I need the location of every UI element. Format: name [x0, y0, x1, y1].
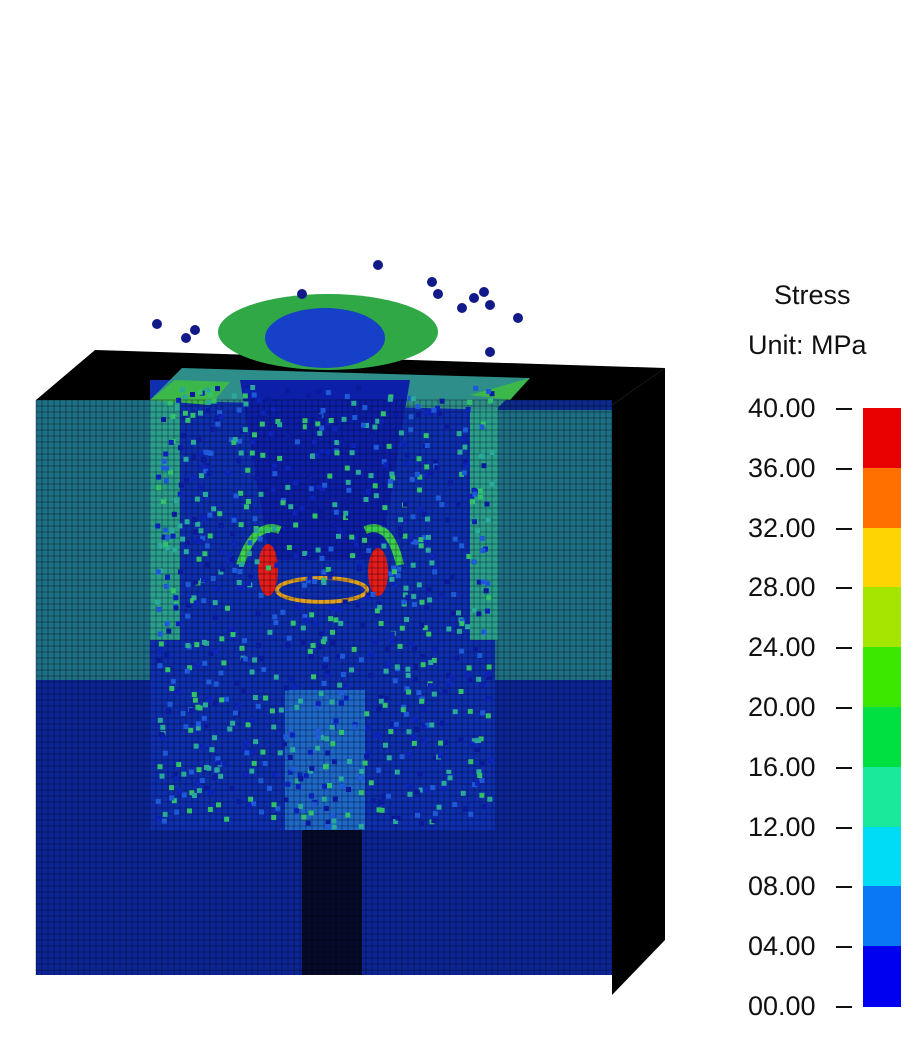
green-arc-right — [363, 524, 404, 566]
legend-tick-mark — [836, 527, 852, 530]
colorbar-band — [863, 467, 901, 529]
legend-tick-label: 28.00 — [748, 572, 816, 603]
colorbar-band — [863, 946, 901, 1007]
top-plate-green-right — [470, 378, 530, 400]
left-side-panel — [36, 400, 154, 680]
legend-tick-mark — [836, 647, 852, 650]
legend-tick-mark — [836, 826, 852, 829]
legend-tick-label: 32.00 — [748, 512, 816, 543]
legend-tick-label: 04.00 — [748, 931, 816, 962]
projectile-dome-core — [265, 308, 385, 368]
colorbar-band — [863, 647, 901, 708]
legend-tick-label: 08.00 — [748, 871, 816, 902]
legend-tick-label: 16.00 — [748, 751, 816, 782]
right-side-panel — [495, 410, 612, 680]
legend-tick-mark — [836, 886, 852, 889]
legend-tick-mark — [836, 467, 852, 470]
legend-tick-mark — [836, 766, 852, 769]
legend-tick-mark — [836, 1006, 852, 1008]
colorbar-band — [863, 766, 901, 828]
mesh-grid — [35, 399, 613, 975]
colorbar-band — [863, 826, 901, 888]
bottom-channel — [302, 830, 362, 975]
stress-hotspot-right — [368, 548, 388, 596]
colorbar-band — [863, 408, 901, 469]
legend-tick-label: 20.00 — [748, 692, 816, 722]
colorbar-band — [863, 886, 901, 948]
legend-tick-label: 36.00 — [748, 452, 816, 483]
legend-tick-label: 40.00 — [748, 393, 816, 423]
colorbar-band — [863, 527, 901, 589]
legend-tick-mark — [836, 587, 852, 590]
debris-particles — [152, 260, 523, 830]
legend-tick-mark — [836, 946, 852, 949]
stress-hotspot-ring — [275, 576, 369, 604]
colorbar-band — [863, 587, 901, 649]
block-right-face — [612, 368, 665, 995]
legend-tick-label: 00.00 — [748, 991, 816, 1021]
legend-title: Stress — [774, 280, 851, 310]
legend-tick-label: 24.00 — [748, 632, 816, 663]
legend-unit: Unit: MPa — [748, 330, 867, 360]
legend-tick-label: 12.00 — [748, 811, 816, 842]
colorbar-band — [863, 707, 901, 768]
stress-colorbar — [863, 408, 901, 1007]
legend-tick-mark — [836, 707, 852, 709]
legend-tick-mark — [836, 408, 852, 410]
